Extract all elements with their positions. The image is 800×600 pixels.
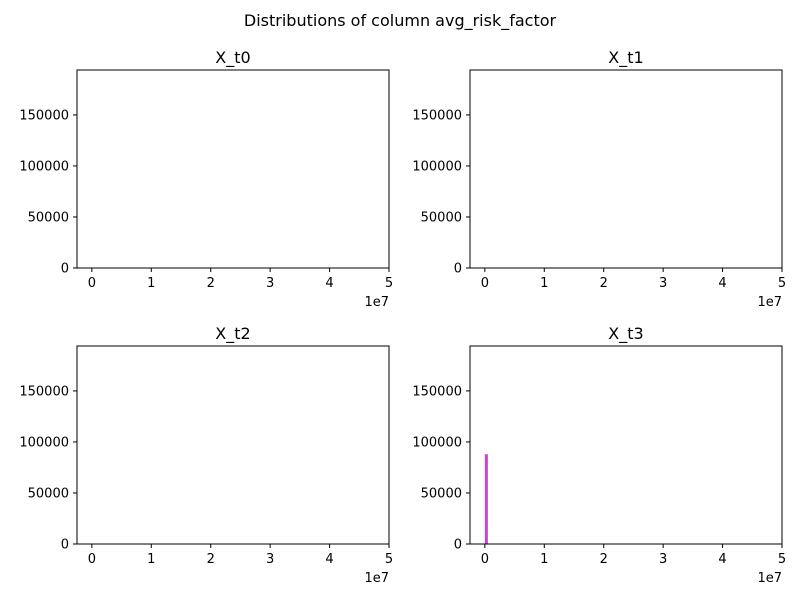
y-tick-label: 50000 <box>28 486 69 501</box>
axes-frame <box>76 69 390 269</box>
x-tick-label: 0 <box>88 276 96 291</box>
x-tick-label: 3 <box>266 276 274 291</box>
axes-frame <box>76 345 390 545</box>
x-tick-label: 4 <box>718 276 726 291</box>
y-tick-label: 0 <box>61 538 69 553</box>
x-offset-label: 1e7 <box>364 295 389 310</box>
y-tick-label: 0 <box>61 262 69 277</box>
x-tick-label: 4 <box>325 276 333 291</box>
y-tick-label: 100000 <box>412 159 462 174</box>
y-tick-label: 150000 <box>412 108 462 123</box>
x-tick-label: 2 <box>207 276 215 291</box>
subplot-3: X_t3 0 1 2 3 4 5 1e7 0 50000 100000 150000 <box>412 324 786 586</box>
y-tick-label: 50000 <box>421 486 462 501</box>
x-tick-label: 5 <box>778 552 786 567</box>
y-tick-label: 150000 <box>19 108 69 123</box>
x-offset-label: 1e7 <box>364 571 389 586</box>
subplot-title: X_t2 <box>215 324 250 344</box>
x-tick-label: 3 <box>659 552 667 567</box>
y-tick-label: 50000 <box>28 210 69 225</box>
x-tick-label: 0 <box>481 552 489 567</box>
x-tick-label: 5 <box>778 276 786 291</box>
x-tick-label: 0 <box>88 552 96 567</box>
axes-frame <box>469 345 783 545</box>
histogram-bar-0 <box>484 454 488 544</box>
y-tick-label: 0 <box>454 262 462 277</box>
subplot-0: X_t0 0 1 2 3 4 5 1e7 0 50000 100000 150000 <box>19 48 393 310</box>
x-tick-label: 1 <box>147 276 155 291</box>
subplot-2: X_t2 0 1 2 3 4 5 1e7 0 50000 100000 150000 <box>19 324 393 586</box>
x-offset-label: 1e7 <box>757 571 782 586</box>
x-tick-label: 3 <box>266 552 274 567</box>
x-tick-label: 1 <box>540 276 548 291</box>
x-tick-label: 5 <box>385 552 393 567</box>
x-tick-label: 2 <box>600 276 608 291</box>
axes-frame <box>469 69 783 269</box>
y-tick-label: 150000 <box>412 384 462 399</box>
y-tick-label: 100000 <box>19 159 69 174</box>
x-tick-label: 4 <box>325 552 333 567</box>
x-tick-label: 0 <box>481 276 489 291</box>
x-tick-label: 1 <box>540 552 548 567</box>
subplot-title: X_t1 <box>608 48 643 68</box>
subplot-title: X_t0 <box>215 48 250 68</box>
x-tick-label: 3 <box>659 276 667 291</box>
subplot-title: X_t3 <box>608 324 643 344</box>
x-tick-label: 2 <box>600 552 608 567</box>
y-tick-label: 0 <box>454 538 462 553</box>
y-tick-label: 150000 <box>19 384 69 399</box>
y-tick-label: 100000 <box>19 435 69 450</box>
x-offset-label: 1e7 <box>757 295 782 310</box>
x-tick-label: 2 <box>207 552 215 567</box>
y-tick-label: 50000 <box>421 210 462 225</box>
subplot-1: X_t1 0 1 2 3 4 5 1e7 0 50000 100000 150000 <box>412 48 786 310</box>
y-tick-label: 100000 <box>412 435 462 450</box>
x-tick-label: 5 <box>385 276 393 291</box>
x-tick-label: 4 <box>718 552 726 567</box>
x-tick-label: 1 <box>147 552 155 567</box>
figure-suptitle: Distributions of column avg_risk_factor <box>244 11 557 31</box>
